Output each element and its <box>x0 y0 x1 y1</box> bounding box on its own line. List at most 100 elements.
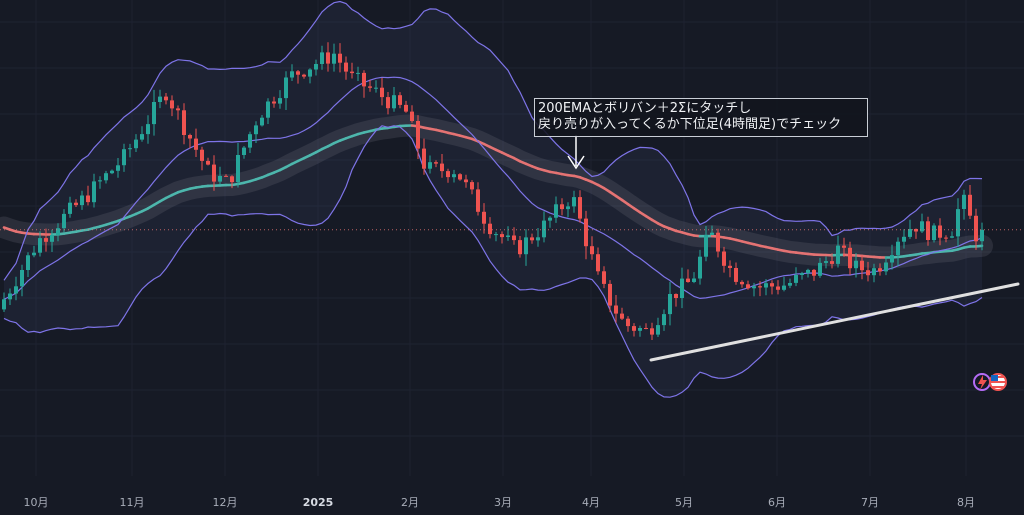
candle-body <box>596 254 600 272</box>
candle-body <box>674 294 678 298</box>
candle-body <box>932 225 936 241</box>
candle-body <box>38 238 42 253</box>
candle-body <box>548 217 552 221</box>
candle-body <box>320 52 324 64</box>
candle-body <box>254 125 258 135</box>
candle-body <box>638 328 642 331</box>
candle-body <box>74 202 78 206</box>
candle-body <box>590 246 594 255</box>
candle-body <box>668 294 672 315</box>
candle-body <box>266 101 270 118</box>
candle-body <box>500 234 504 238</box>
x-tick-label: 8月 <box>957 496 975 509</box>
us-flag-icon <box>989 373 1007 391</box>
candle-body <box>872 268 876 276</box>
candle-body <box>524 237 528 255</box>
candle-body <box>440 163 444 172</box>
candle-body <box>50 235 54 242</box>
candle-body <box>764 283 768 288</box>
candle-body <box>740 281 744 285</box>
candle-body <box>884 262 888 272</box>
candle-body <box>902 236 906 242</box>
candle-body <box>512 235 516 241</box>
candle-body <box>8 293 12 300</box>
candle-body <box>170 100 174 109</box>
x-tick-label: 6月 <box>768 496 786 509</box>
candle-body <box>248 134 252 148</box>
candle-body <box>80 195 84 206</box>
lightning-icon-glyph <box>978 375 987 390</box>
candle-body <box>218 175 222 182</box>
candle-body <box>734 268 738 282</box>
candle-body <box>464 179 468 183</box>
x-tick-label: 4月 <box>582 496 600 509</box>
candle-body <box>494 234 498 236</box>
candle-body <box>818 262 822 276</box>
candle-body <box>404 104 408 112</box>
candle-body <box>632 326 636 331</box>
x-tick-label: 11月 <box>120 496 145 509</box>
candle-body <box>422 148 426 169</box>
candle-body <box>470 182 474 190</box>
candle-body <box>620 313 624 319</box>
candle-body <box>770 283 774 287</box>
candle-body <box>698 256 702 279</box>
annotation-arrow-head <box>567 155 585 170</box>
candle-body <box>656 325 660 335</box>
candle-body <box>428 162 432 169</box>
candle-body <box>506 235 510 237</box>
candle-body <box>386 97 390 109</box>
lightning-icon <box>973 373 991 391</box>
candle-body <box>716 232 720 252</box>
candle-body <box>554 204 558 218</box>
candle-body <box>314 64 318 70</box>
candle-body <box>452 174 456 178</box>
candle-body <box>908 229 912 237</box>
annotation-arrow <box>567 135 585 170</box>
candle-body <box>536 237 540 241</box>
candle-body <box>410 111 414 121</box>
candle-body <box>128 148 132 150</box>
x-tick-label: 7月 <box>861 496 879 509</box>
candle-body <box>122 149 126 166</box>
candle-body <box>782 285 786 290</box>
candle-body <box>56 228 60 235</box>
candle-body <box>686 278 690 282</box>
candle-body <box>824 261 828 263</box>
candle-body <box>650 328 654 335</box>
candle-body <box>392 95 396 109</box>
candle-body <box>722 251 726 266</box>
x-tick-label: 3月 <box>494 496 512 509</box>
candle-body <box>92 181 96 203</box>
candle-body <box>146 124 150 135</box>
candle-body <box>758 286 762 288</box>
support-trendline-line <box>649 282 1020 362</box>
candle-body <box>842 245 846 248</box>
candle-body <box>566 206 570 210</box>
candle-body <box>278 98 282 104</box>
candle-body <box>188 135 192 139</box>
candle-body <box>302 74 306 77</box>
candle-body <box>662 314 666 326</box>
x-tick-label: 5月 <box>675 496 693 509</box>
candle-body <box>938 225 942 238</box>
candle-body <box>176 108 180 111</box>
candle-body <box>110 170 114 174</box>
annotation-line-1: 200EMAとボリバン＋2Σにタッチし <box>538 101 752 116</box>
candle-body <box>644 328 648 329</box>
candle-body <box>350 71 354 74</box>
candle-body <box>560 204 564 210</box>
candle-body <box>488 223 492 235</box>
candle-body <box>806 269 810 274</box>
candle-body <box>26 255 30 270</box>
candle-body <box>926 221 930 240</box>
candle-body <box>890 255 894 263</box>
candle-body <box>788 283 792 286</box>
candle-body <box>950 236 954 238</box>
candle-body <box>704 234 708 257</box>
candle-body <box>728 265 732 268</box>
candle-body <box>134 139 138 149</box>
bollinger-band-area <box>4 1 982 398</box>
